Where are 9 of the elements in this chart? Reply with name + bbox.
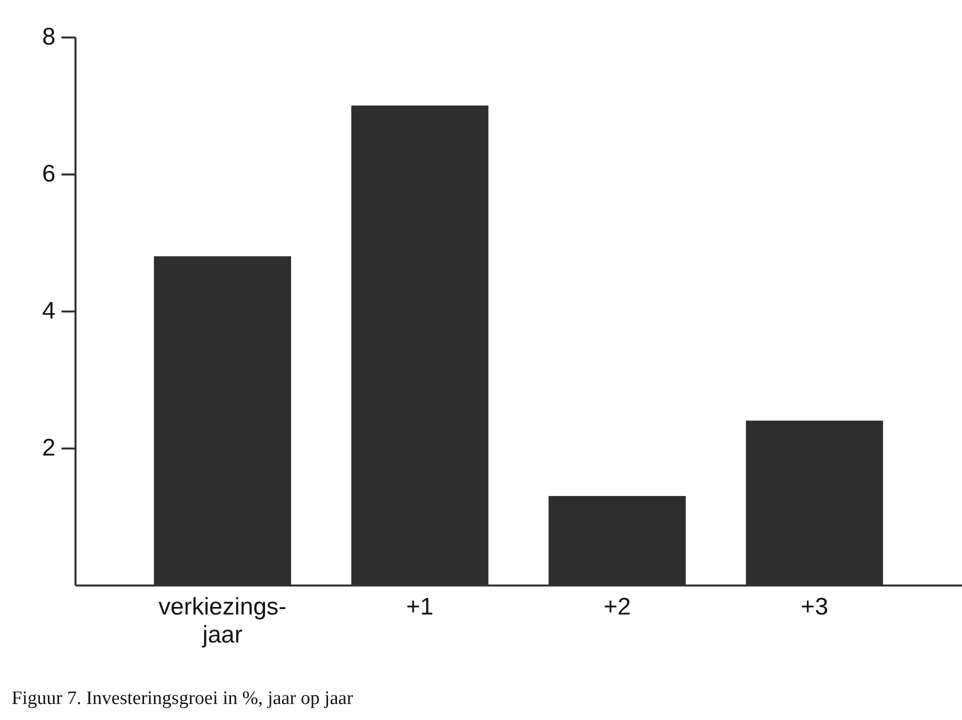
x-tick-label: +1 (406, 594, 434, 620)
y-tick-label: 4 (42, 298, 56, 324)
y-tick-label: 8 (42, 24, 56, 50)
y-tick-label: 6 (42, 160, 56, 188)
x-tick-label: verkiezings- jaar (158, 594, 287, 648)
y-tick-label: 2 (42, 434, 56, 462)
text: Figuur 7. Investeringsgroei in %, jaar op jaar (12, 688, 354, 709)
x-tick-label: +3 (800, 594, 828, 620)
x-tick-label: +2 (603, 594, 631, 620)
